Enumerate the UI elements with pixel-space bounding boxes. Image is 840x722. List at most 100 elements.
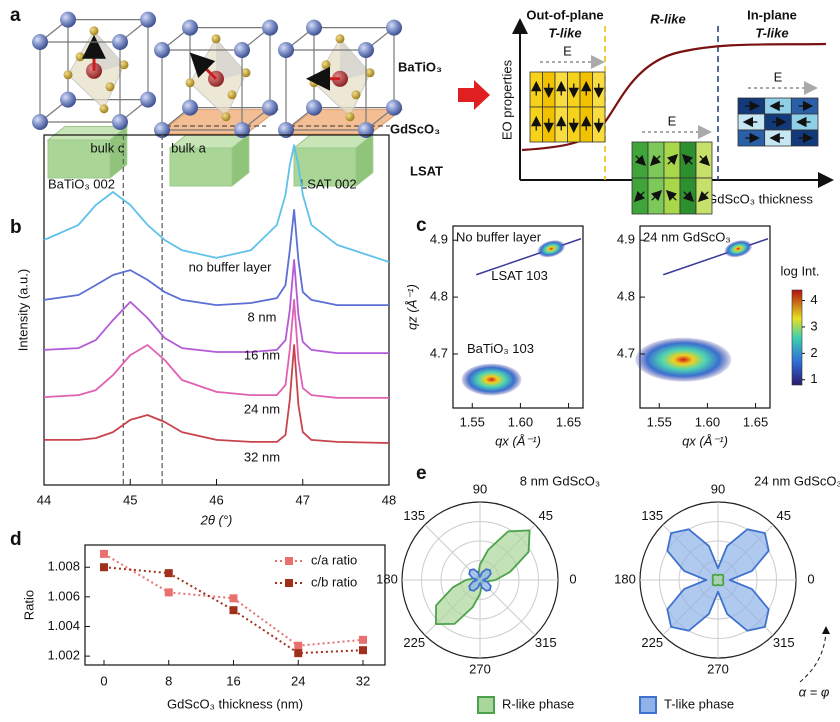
annotation: α = φ — [799, 684, 830, 699]
diffraction-peak — [635, 337, 732, 382]
atom — [182, 19, 198, 36]
colorbar-tick-label: 3 — [810, 318, 817, 333]
legend-marker — [285, 579, 293, 587]
peak-label: BaTiO₃ 103 — [467, 341, 534, 356]
x-tick-label: 24 — [291, 673, 305, 688]
angle-tick-label: 225 — [641, 635, 663, 650]
angle-tick-label: 315 — [535, 635, 557, 650]
x-tick-label: 46 — [209, 492, 223, 507]
reference-label: bulk c — [90, 140, 124, 155]
angle-tick-label: 45 — [539, 508, 553, 523]
field-label: E — [668, 113, 677, 128]
x-tick-label: 1.55 — [647, 414, 672, 429]
field-label: E — [774, 69, 783, 84]
colorbar-tick-label: 4 — [810, 292, 817, 307]
angle-tick-label: 315 — [773, 635, 795, 650]
data-point — [359, 646, 367, 655]
y-tick-label: 4.9 — [430, 232, 448, 247]
atom — [60, 91, 76, 108]
colorbar-title: log Int. — [780, 263, 819, 278]
polarization — [189, 52, 218, 80]
axis-title: GdScO₃ thickness — [707, 191, 813, 206]
angle-tick-label: 180 — [376, 571, 398, 586]
y-tick-label: 4.7 — [617, 345, 635, 360]
substrate — [47, 139, 111, 179]
dipole — [635, 155, 647, 167]
substrate — [169, 147, 233, 187]
atom — [241, 68, 251, 78]
legend-label: c/a ratio — [311, 552, 357, 567]
plot-title: 8 nm GdScO₃ — [520, 473, 600, 488]
data-point — [164, 569, 173, 578]
peak-label: LSAT 103 — [491, 268, 548, 283]
atom — [60, 11, 76, 28]
polar-lobe — [468, 568, 492, 592]
atom — [154, 42, 170, 58]
xrd-curve — [44, 344, 390, 444]
data-point — [164, 588, 173, 597]
atom — [278, 122, 294, 138]
atom — [182, 99, 198, 116]
angle-tick-label: 90 — [473, 481, 487, 496]
phase-label: Out-of-plane — [526, 7, 603, 22]
atom — [234, 122, 250, 138]
xrd-curve — [43, 299, 389, 399]
legend-label: no buffer layer — [189, 259, 273, 274]
axis-title: qz (Å⁻¹) — [404, 284, 419, 330]
x-tick-label: 47 — [296, 492, 310, 507]
phase-label: T-like — [755, 25, 788, 40]
x-tick-label: 1.60 — [695, 414, 720, 429]
dipole — [699, 155, 711, 167]
legend-marker — [285, 557, 293, 565]
polar-lobe — [711, 573, 725, 587]
x-tick-label: 8 — [165, 673, 172, 688]
atom — [140, 11, 156, 28]
big-arrow — [458, 80, 490, 110]
angle-tick-label: 135 — [403, 508, 425, 523]
y-tick-label: 1.006 — [47, 588, 80, 603]
atom — [386, 99, 402, 116]
legend-label: 24 nm — [244, 401, 280, 416]
angle-tick-label: 270 — [469, 661, 491, 676]
annotation: BaTiO₃ 002 — [48, 176, 115, 191]
atom — [140, 91, 156, 108]
dipole — [633, 191, 645, 203]
data-point — [100, 563, 108, 572]
field-label: E — [563, 43, 572, 58]
atom — [321, 60, 331, 70]
legend-label: 8 nm — [248, 309, 277, 324]
diffraction-peak — [724, 240, 752, 258]
atom — [345, 112, 355, 122]
x-tick-label: 1.55 — [460, 414, 485, 429]
dipole — [683, 191, 695, 203]
angle-tick-label: 45 — [777, 508, 791, 523]
layer-label: BaTiO₃ — [398, 59, 442, 74]
axis-title: Ratio — [21, 590, 36, 620]
dipole — [697, 191, 709, 203]
colorbar-tick-label: 1 — [810, 371, 817, 386]
atom — [234, 42, 250, 58]
angle-tick-label: 0 — [569, 571, 576, 586]
dipole — [651, 189, 663, 201]
axis-title: qx (Å⁻¹) — [682, 433, 728, 448]
atom — [306, 19, 322, 36]
legend-swatch — [639, 696, 657, 714]
x-tick-label: 1.60 — [508, 414, 533, 429]
legend-label: c/b ratio — [311, 574, 357, 589]
atom — [358, 122, 374, 138]
panel-label: e — [416, 463, 427, 484]
plot-title: 24 nm GdScO₃ — [754, 473, 840, 488]
diffraction-peak — [537, 240, 565, 258]
phase-label: T-like — [548, 25, 581, 40]
atom — [154, 122, 170, 138]
angle-tick-label: 90 — [711, 481, 725, 496]
xrd-curve — [43, 259, 389, 354]
legend-label: 32 nm — [244, 449, 280, 464]
data-point — [229, 594, 238, 603]
plot-title: No buffer layer — [456, 229, 542, 244]
rotation-arrow — [799, 626, 830, 683]
panel-label: c — [416, 215, 427, 236]
x-tick-label: 45 — [123, 492, 137, 507]
legend-swatch — [477, 696, 495, 714]
phase-label: R-like — [650, 11, 685, 26]
